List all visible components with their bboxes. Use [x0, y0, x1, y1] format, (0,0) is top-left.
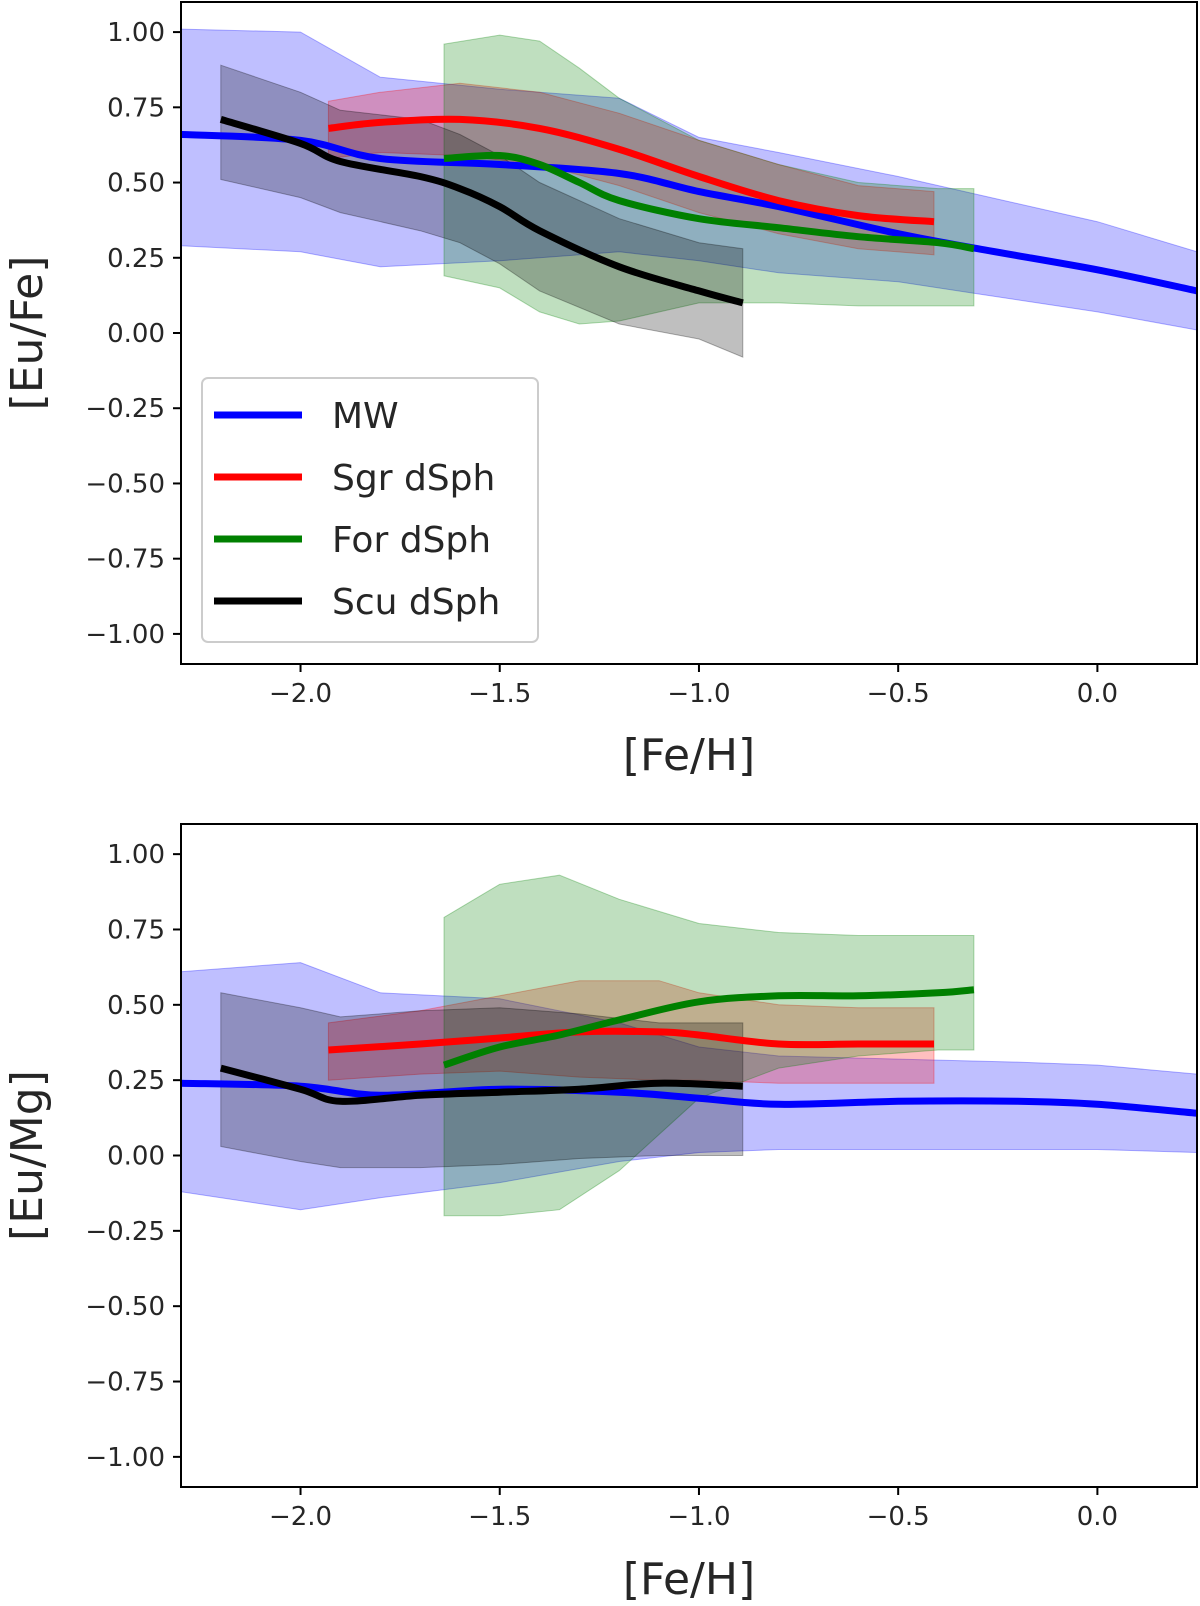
y-tick-label: −0.75 [85, 1368, 165, 1398]
band-scu-dsph [220, 992, 744, 1169]
y-tick-label: 0.75 [107, 93, 165, 123]
y-tick-label: −0.25 [85, 1217, 165, 1247]
y-tick-label: 1.00 [107, 840, 165, 870]
legend-label: For dSph [332, 520, 491, 561]
x-tick-label: 0.0 [1077, 1502, 1118, 1532]
y-tick-label: −0.50 [85, 1292, 165, 1322]
y-tick-label: 1.00 [107, 18, 165, 48]
y-tick-label: 0.00 [107, 1142, 165, 1172]
plot-area [181, 28, 1197, 358]
y-axis-label: [Eu/Fe] [2, 256, 53, 411]
x-tick-label: −0.5 [867, 679, 930, 709]
y-tick-label: −1.00 [85, 1443, 165, 1473]
x-tick-label: −1.0 [667, 679, 730, 709]
y-tick-label: −0.25 [85, 394, 165, 424]
line-scu-dsph [219, 116, 744, 307]
x-tick-label: −1.5 [468, 679, 531, 709]
y-tick-label: 0.75 [107, 915, 165, 945]
y-tick-label: 0.25 [107, 244, 165, 274]
legend: MW Sgr dSph For dSph Scu dSph [201, 377, 539, 643]
y-tick-label: 0.50 [107, 991, 165, 1021]
legend-box [201, 377, 539, 643]
legend-label: Sgr dSph [332, 458, 495, 499]
plot-area [181, 874, 1197, 1217]
y-axis-label: [Eu/Mg] [2, 1070, 53, 1241]
y-tick-label: −0.50 [85, 469, 165, 499]
x-axis-label: [Fe/H] [623, 730, 755, 781]
line-scu-dsph [219, 1064, 743, 1105]
chart-panel-1: 1.000.750.500.250.00−0.25−0.50−0.75−1.00… [2, 1, 1198, 781]
x-tick-label: −0.5 [867, 1502, 930, 1532]
line-mw [181, 130, 1197, 295]
y-tick-label: 0.00 [107, 319, 165, 349]
line-mw [181, 1079, 1197, 1117]
line-for-dsph [442, 986, 975, 1069]
y-tick-label: −1.00 [85, 620, 165, 650]
x-tick-label: −1.5 [468, 1502, 531, 1532]
x-axis-label: [Fe/H] [623, 1554, 755, 1605]
band-for-dsph [443, 874, 975, 1217]
x-tick-label: −2.0 [269, 679, 332, 709]
y-tick-label: 0.25 [107, 1066, 165, 1096]
line-sgr-dsph [327, 115, 935, 226]
legend-label: MW [332, 396, 399, 437]
chart-panel-2: 1.000.750.500.250.00−0.25−0.50−0.75−1.00… [2, 823, 1198, 1605]
x-tick-label: 0.0 [1077, 679, 1118, 709]
band-scu-dsph [220, 64, 744, 358]
legend-label: Scu dSph [332, 582, 500, 623]
line-sgr-dsph [328, 1027, 934, 1054]
band-mw [181, 28, 1197, 331]
y-tick-label: 0.50 [107, 169, 165, 199]
line-for-dsph [443, 151, 975, 253]
x-tick-label: −2.0 [269, 1502, 332, 1532]
y-tick-label: −0.75 [85, 545, 165, 575]
x-tick-label: −1.0 [667, 1502, 730, 1532]
